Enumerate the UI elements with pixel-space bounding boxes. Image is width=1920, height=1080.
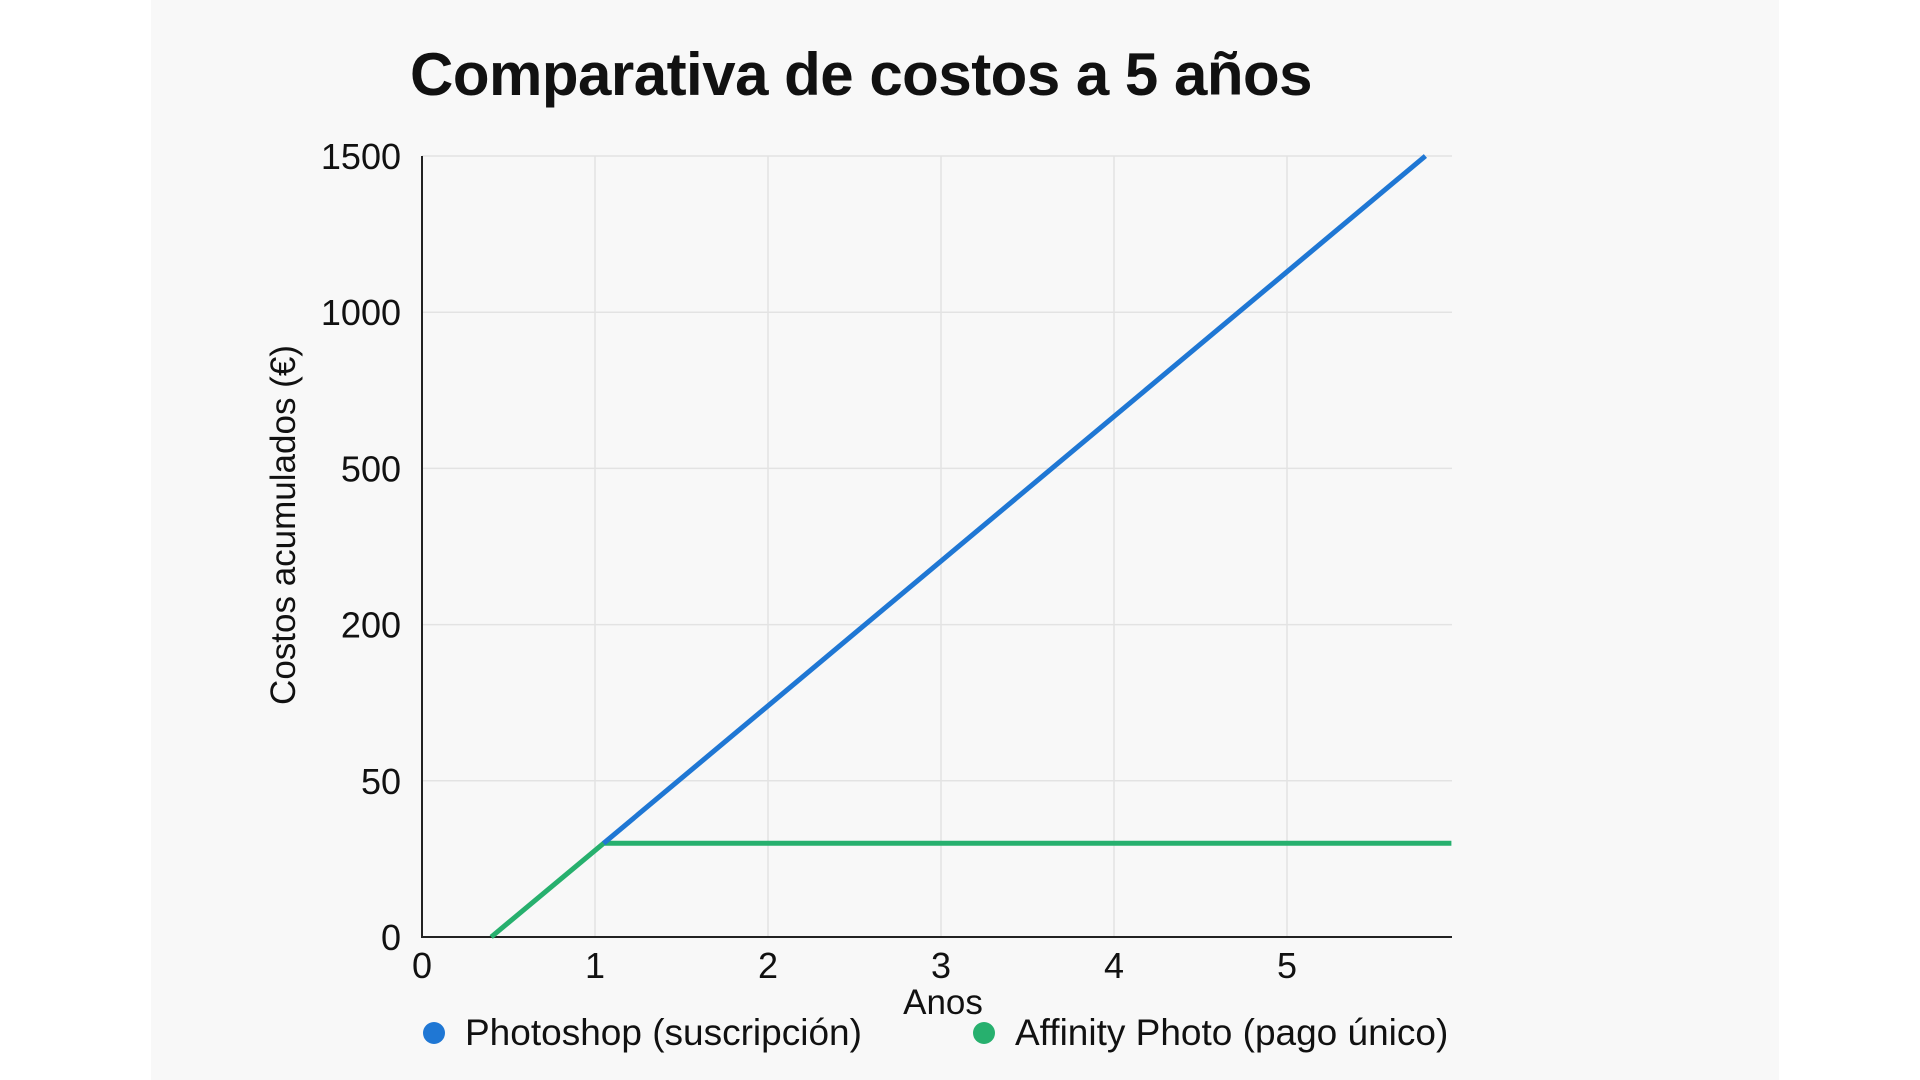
chart-title: Comparativa de costos a 5 años [410, 41, 1313, 108]
legend-dot-photoshop [423, 1022, 445, 1044]
x-tick-label: 0 [412, 945, 432, 986]
y-tick-label: 500 [341, 448, 401, 489]
legend-item-affinity: Affinity Photo (pago único) [973, 1008, 1448, 1058]
series-line [489, 840, 1452, 939]
x-axis-title: Anos [903, 983, 983, 1022]
y-axis-title: Costos acumulados (€) [264, 345, 303, 705]
x-tick-label: 2 [758, 945, 778, 986]
grid [422, 155, 1452, 937]
y-tick-label: 50 [361, 761, 401, 802]
series-line [601, 154, 1428, 846]
x-tick-label: 4 [1104, 945, 1124, 986]
tick-labels: 0 50 200 500 1000 1500 0 1 2 3 4 5 Anos Costos acumul… [264, 136, 1297, 1022]
y-tick-label: 0 [381, 917, 401, 958]
series-lines [489, 154, 1452, 939]
x-tick-label: 5 [1277, 945, 1297, 986]
x-tick-label: 1 [585, 945, 605, 986]
y-tick-label: 1000 [321, 292, 401, 333]
legend-label-photoshop: Photoshop (suscripción) [465, 1012, 862, 1053]
y-tick-label: 200 [341, 605, 401, 646]
legend-item-photoshop: Photoshop (suscripción) [423, 1008, 862, 1058]
x-tick-label: 3 [931, 945, 951, 986]
legend-label-affinity: Affinity Photo (pago único) [1015, 1012, 1449, 1053]
y-tick-label: 1500 [321, 136, 401, 177]
legend-dot-affinity [973, 1022, 995, 1044]
axes [421, 156, 1452, 938]
